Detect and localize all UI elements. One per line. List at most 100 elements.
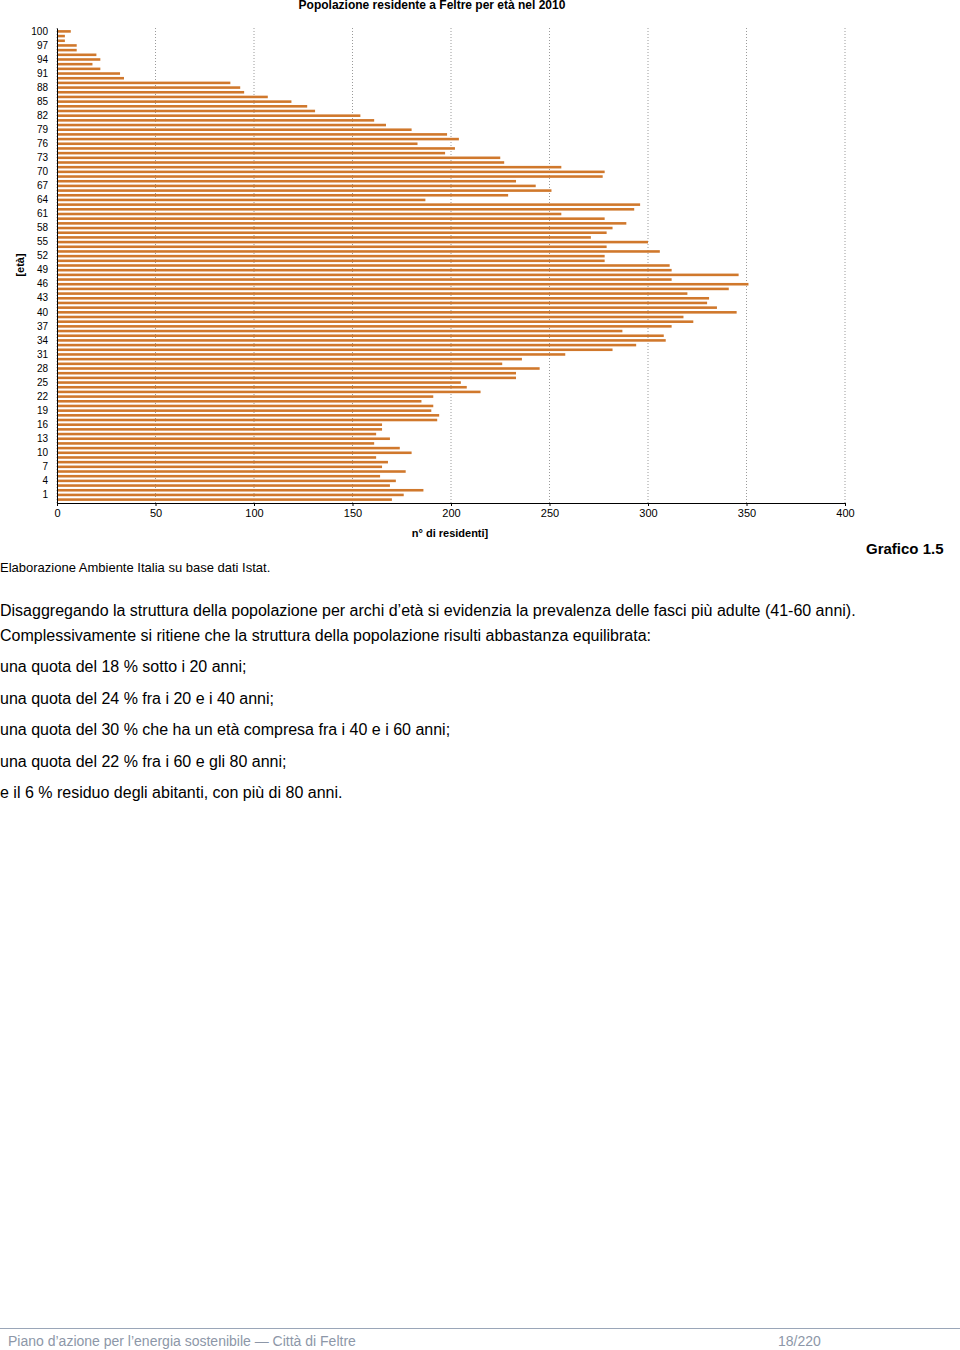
bar <box>57 391 481 394</box>
x-tick-label: 250 <box>541 507 559 519</box>
x-tick-mark <box>747 503 748 506</box>
bar <box>57 498 392 501</box>
x-tick-mark <box>156 503 157 506</box>
bar <box>57 311 737 314</box>
bar <box>57 152 445 155</box>
y-tick-label: 76 <box>37 138 49 149</box>
bar <box>57 339 666 342</box>
bar <box>57 442 374 445</box>
bar <box>57 227 613 230</box>
y-tick: 82 <box>37 110 57 121</box>
y-tick: 13 <box>37 433 57 444</box>
y-tick: 88 <box>37 82 57 93</box>
footer-right: 18/220 <box>778 1333 821 1349</box>
y-tick: 67 <box>37 180 57 191</box>
y-tick: 7 <box>42 461 57 472</box>
bar <box>57 138 459 141</box>
y-tick-label: 70 <box>37 166 49 177</box>
bar <box>57 470 406 473</box>
x-tick-mark <box>353 503 354 506</box>
y-tick: 61 <box>37 208 57 219</box>
x-tick: 250 <box>541 503 559 519</box>
bar <box>57 133 447 136</box>
y-tick: 97 <box>37 40 57 51</box>
bar <box>57 344 636 347</box>
x-axis: 050100150200250300350400 <box>54 503 854 519</box>
y-tick-label: 82 <box>37 110 49 121</box>
bar <box>57 185 536 188</box>
bar <box>57 475 380 478</box>
x-tick-label: 50 <box>150 507 162 519</box>
bar <box>57 274 739 277</box>
bar <box>57 91 244 94</box>
bar <box>57 175 603 178</box>
y-tick-label: 55 <box>37 236 49 247</box>
bar <box>57 372 516 375</box>
bar <box>57 124 386 127</box>
bar <box>57 367 540 370</box>
bar <box>57 114 360 117</box>
y-tick: 34 <box>37 335 57 346</box>
y-tick: 64 <box>37 194 57 205</box>
y-tick-label: 97 <box>37 40 49 51</box>
y-tick-label: 22 <box>37 391 49 402</box>
bar <box>57 494 404 497</box>
x-tick-label: 0 <box>54 507 60 519</box>
y-tick-label: 49 <box>37 264 49 275</box>
y-tick-label: 4 <box>42 475 48 486</box>
list-item: e il 6 % residuo degli abitanti, con più… <box>0 784 342 802</box>
bar <box>57 63 92 66</box>
bar <box>57 203 640 206</box>
y-tick: 40 <box>37 307 57 318</box>
x-tick: 100 <box>245 503 263 519</box>
bar <box>57 119 374 122</box>
x-axis-title: n° di residenti] <box>412 527 489 539</box>
y-tick-label: 34 <box>37 335 49 346</box>
bar <box>57 386 467 389</box>
y-tick-label: 16 <box>37 419 49 430</box>
bar <box>57 437 390 440</box>
x-tick: 0 <box>54 503 60 519</box>
x-tick-label: 350 <box>738 507 756 519</box>
footer-rule <box>0 1328 960 1329</box>
grid-line <box>845 28 846 503</box>
bar <box>57 283 748 286</box>
bar <box>57 348 613 351</box>
y-tick-label: 13 <box>37 433 49 444</box>
bar <box>57 30 71 33</box>
bar <box>57 44 77 47</box>
x-tick-label: 150 <box>344 507 362 519</box>
y-tick-label: 43 <box>37 292 49 303</box>
bars <box>57 30 748 501</box>
y-tick-label: 67 <box>37 180 49 191</box>
x-tick-mark <box>550 503 551 506</box>
bar <box>57 255 605 258</box>
chart-title: Popolazione residente a Feltre per età n… <box>299 0 566 12</box>
bar <box>57 405 433 408</box>
y-tick: 28 <box>37 363 57 374</box>
bar <box>57 35 65 38</box>
y-tick-label: 52 <box>37 250 49 261</box>
x-tick-label: 300 <box>639 507 657 519</box>
bar <box>57 110 315 113</box>
y-tick-label: 1 <box>42 489 48 500</box>
x-tick: 150 <box>344 503 362 519</box>
bar <box>57 447 400 450</box>
bar <box>57 260 605 263</box>
bar <box>57 484 390 487</box>
bar <box>57 297 709 300</box>
y-axis-title: [età] <box>14 253 26 277</box>
y-tick: 46 <box>37 278 57 289</box>
x-tick: 400 <box>836 503 854 519</box>
y-tick-label: 73 <box>37 152 49 163</box>
y-tick: 37 <box>37 321 57 332</box>
x-tick: 300 <box>639 503 657 519</box>
bar <box>57 377 516 380</box>
x-tick: 50 <box>150 503 162 519</box>
bar <box>57 68 100 71</box>
bar <box>57 395 433 398</box>
y-axis-line <box>57 29 58 504</box>
bar <box>57 236 591 239</box>
y-tick: 58 <box>37 222 57 233</box>
y-tick: 31 <box>37 349 57 360</box>
